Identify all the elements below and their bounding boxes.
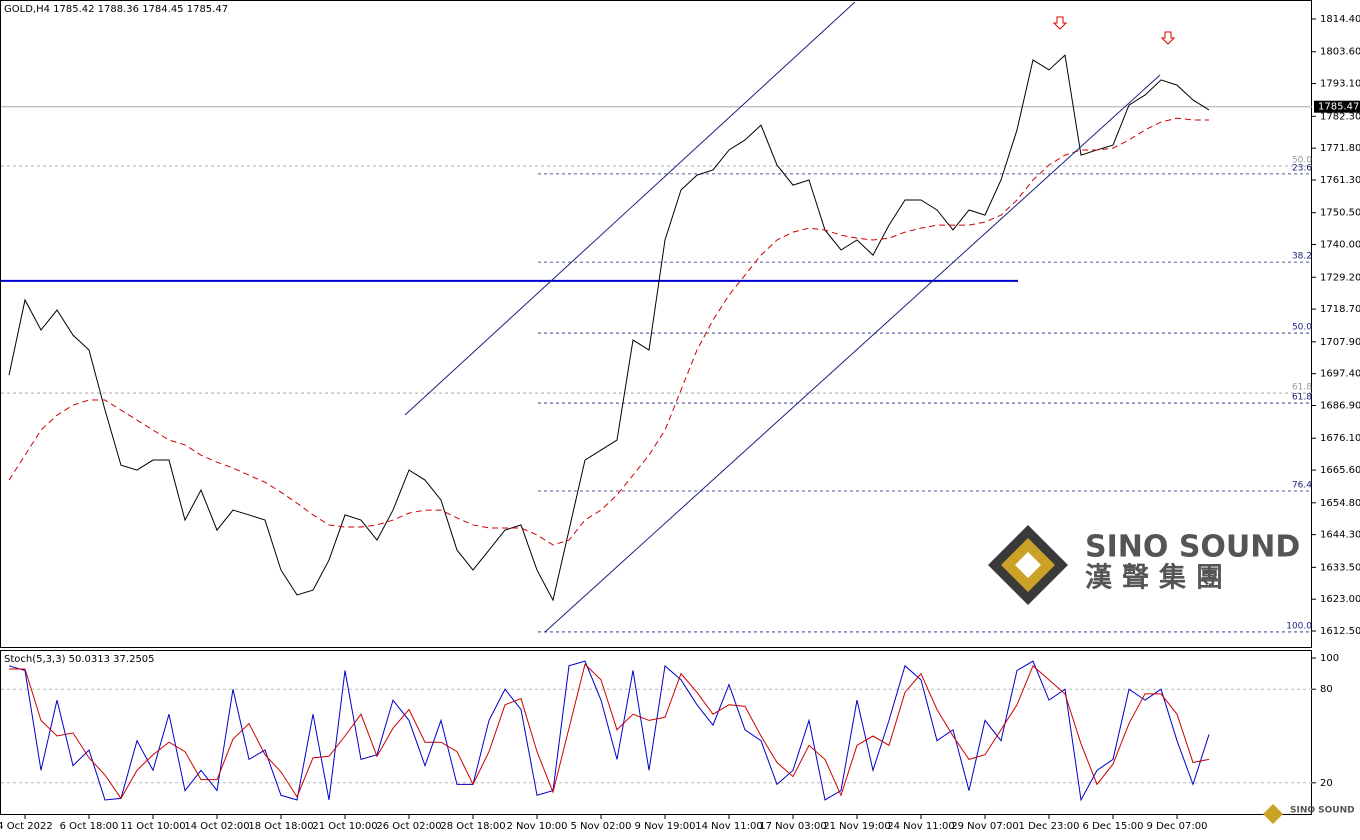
- y-tick-label: 1623.00: [1320, 594, 1360, 605]
- y-tick-label: 1793.10: [1320, 79, 1360, 90]
- x-tick-label: 18 Oct 18:00: [248, 821, 313, 832]
- y-tick-label: 1644.30: [1320, 530, 1360, 541]
- x-tick-label: 11 Oct 10:00: [120, 821, 185, 832]
- logo-text: SINO SOUND: [1085, 530, 1300, 565]
- y-tick-label: 1782.30: [1320, 111, 1360, 122]
- x-tick-label: 1 Dec 23:00: [1019, 821, 1080, 832]
- y-tick-label: 100: [1320, 653, 1339, 664]
- y-tick-label: 1771.80: [1320, 143, 1360, 154]
- y-tick-label: 1740.00: [1320, 240, 1360, 251]
- arrow-marker: [1052, 16, 1068, 30]
- series-line: [8, 54, 1210, 602]
- x-tick-label: 17 Nov 03:00: [759, 821, 826, 832]
- x-tick-label: 14 Oct 02:00: [184, 821, 249, 832]
- fib-label: 61.8: [1292, 393, 1312, 403]
- last-price-label: 1785.47: [1318, 102, 1359, 113]
- channel-upper: [404, 1, 856, 416]
- series-line: [8, 117, 1209, 546]
- x-tick-label: 9 Dec 07:00: [1147, 821, 1208, 832]
- logo-text-cn: 漢聲集團: [1085, 562, 1233, 594]
- series-line: [9, 663, 1210, 800]
- fib-label: 100.0: [1286, 621, 1312, 631]
- logo: SINO SOUND 漢聲集團: [988, 525, 1300, 605]
- x-tick-label: 21 Oct 10:00: [312, 821, 377, 832]
- y-tick-label: 1718.70: [1320, 304, 1360, 315]
- fib-label: 50.0: [1292, 156, 1312, 166]
- x-tick-label: 21 Nov 19:00: [823, 821, 890, 832]
- series-line: [8, 660, 1210, 802]
- channel-lower: [544, 74, 1161, 633]
- x-tick-label: 24 Nov 11:00: [887, 821, 954, 832]
- y-tick-label: 1750.50: [1320, 208, 1360, 219]
- x-tick-label: 5 Nov 02:00: [570, 821, 631, 832]
- y-tick-label: 1814.40: [1320, 14, 1360, 25]
- stoch-title: Stoch(5,3,3) 50.0313 37.2505: [4, 654, 155, 665]
- fib-label: 61.8: [1292, 383, 1312, 393]
- fib-label: 76.4: [1292, 480, 1312, 490]
- arrow-marker: [1160, 31, 1176, 45]
- x-tick-label: 9 Nov 19:00: [634, 821, 695, 832]
- y-tick-label: 1697.40: [1320, 369, 1360, 380]
- y-tick-label: 1612.50: [1320, 626, 1360, 637]
- y-tick-label: 1676.10: [1320, 433, 1360, 444]
- x-tick-label: 26 Oct 02:00: [376, 821, 441, 832]
- x-tick-label: 29 Nov 07:00: [951, 821, 1018, 832]
- y-tick-label: 1633.50: [1320, 562, 1360, 573]
- logo-small: [1263, 804, 1283, 824]
- x-tick-label: 28 Oct 18:00: [440, 821, 505, 832]
- fib-label: 38.2: [1292, 252, 1312, 262]
- x-tick-label: 6 Dec 15:00: [1083, 821, 1144, 832]
- x-tick-label: 4 Oct 2022: [0, 821, 53, 832]
- y-tick-label: 1729.20: [1320, 272, 1360, 283]
- main-panel: [0, 0, 1312, 648]
- fib-label: 50.0: [1292, 323, 1312, 333]
- stoch-panel: [0, 650, 1312, 815]
- y-tick-label: 1761.30: [1320, 175, 1360, 186]
- chart-title: GOLD,H4 1785.42 1788.36 1784.45 1785.47: [4, 4, 228, 15]
- fib-label: 23.6: [1292, 163, 1312, 173]
- logo-small-text: SINO SOUND: [1290, 806, 1355, 816]
- y-tick-label: 1665.60: [1320, 465, 1360, 476]
- y-tick-label: 20: [1320, 778, 1333, 789]
- y-tick-label: 1707.90: [1320, 337, 1360, 348]
- y-tick-label: 80: [1320, 684, 1333, 695]
- x-tick-label: 14 Nov 11:00: [695, 821, 762, 832]
- logo-diamond: [1015, 552, 1041, 578]
- x-tick-label: 6 Oct 18:00: [60, 821, 119, 832]
- y-tick-label: 1803.60: [1320, 47, 1360, 58]
- y-tick-label: 1654.80: [1320, 498, 1360, 509]
- x-tick-label: 2 Nov 10:00: [506, 821, 567, 832]
- y-tick-label: 1686.90: [1320, 400, 1360, 411]
- last-price-box: [1314, 100, 1360, 113]
